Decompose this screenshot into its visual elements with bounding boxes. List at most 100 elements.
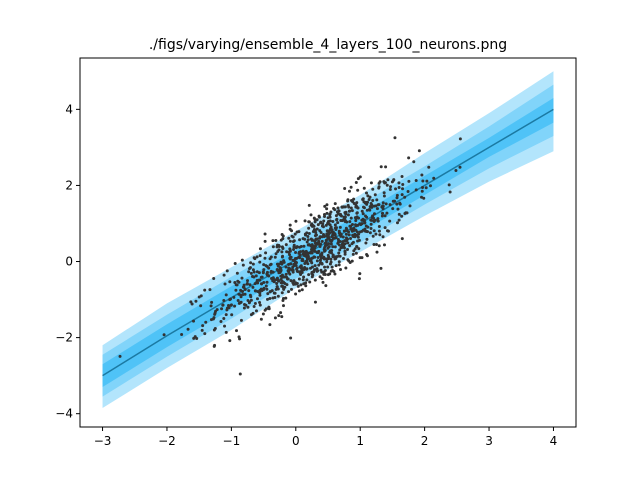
data-point: [364, 224, 368, 228]
data-point: [302, 275, 306, 279]
data-point: [265, 287, 269, 291]
data-point: [356, 188, 360, 192]
data-point: [355, 211, 359, 215]
data-point: [277, 271, 281, 275]
data-point: [323, 248, 327, 252]
data-point: [271, 245, 275, 249]
data-point: [303, 232, 307, 236]
data-point: [246, 305, 250, 309]
data-point: [336, 238, 340, 242]
data-point: [330, 230, 334, 234]
data-point: [341, 235, 345, 239]
data-point: [354, 205, 358, 209]
data-point: [290, 268, 294, 272]
data-point: [349, 185, 353, 189]
data-point: [307, 220, 311, 224]
data-point: [295, 230, 299, 234]
axes-frame: [79, 57, 577, 428]
data-point: [400, 193, 404, 197]
data-point: [307, 203, 311, 207]
chart-title: ./figs/varying/ensemble_4_layers_100_neu…: [149, 37, 507, 53]
data-point: [356, 235, 360, 239]
data-point: [294, 292, 298, 296]
data-point: [349, 236, 353, 240]
x-tick-label: 0: [292, 434, 300, 448]
data-point: [239, 318, 243, 322]
data-point: [362, 186, 366, 190]
data-point: [222, 273, 226, 277]
data-point: [347, 230, 351, 234]
data-point: [395, 196, 399, 200]
data-point: [236, 299, 240, 303]
x-tick-label: 1: [356, 434, 364, 448]
data-point: [284, 296, 288, 300]
data-point: [458, 165, 462, 169]
data-point: [307, 273, 311, 277]
data-point: [259, 317, 263, 321]
data-point: [397, 181, 401, 185]
data-point: [326, 273, 330, 277]
data-point: [375, 198, 379, 202]
data-point: [330, 235, 334, 239]
data-point: [290, 287, 293, 291]
data-point: [315, 259, 319, 263]
data-point: [332, 270, 336, 274]
data-point: [288, 239, 292, 243]
data-point: [313, 255, 317, 259]
y-axis: −4 −2 0 2 4: [55, 102, 80, 421]
data-point: [260, 275, 264, 279]
data-point: [420, 173, 424, 177]
data-point: [376, 203, 380, 207]
data-point: [375, 250, 379, 254]
data-point: [204, 320, 208, 324]
data-point: [288, 223, 292, 227]
data-point: [313, 239, 317, 243]
data-point: [395, 193, 399, 197]
data-point: [309, 266, 313, 270]
data-point: [243, 288, 247, 292]
data-point: [395, 202, 399, 206]
data-point: [118, 354, 122, 358]
data-point: [329, 257, 333, 261]
data-point: [281, 281, 285, 285]
data-point: [260, 289, 264, 293]
data-point: [377, 229, 381, 233]
data-point: [365, 208, 369, 212]
data-point: [296, 284, 300, 288]
data-point: [358, 222, 362, 226]
data-point: [281, 234, 285, 238]
data-point: [382, 191, 386, 195]
data-point: [232, 295, 236, 299]
data-point: [307, 232, 311, 236]
data-point: [344, 232, 348, 236]
data-point: [258, 247, 262, 251]
data-point: [372, 242, 376, 246]
data-point: [337, 263, 341, 267]
data-point: [280, 250, 284, 254]
data-point: [382, 243, 386, 247]
data-point: [365, 253, 369, 256]
data-point: [363, 227, 367, 231]
data-point: [334, 214, 338, 218]
data-point: [372, 220, 376, 224]
data-point: [313, 264, 317, 268]
data-point: [381, 201, 385, 205]
data-point: [195, 337, 199, 341]
data-point: [325, 229, 329, 233]
data-point: [343, 186, 347, 190]
data-point: [238, 372, 242, 376]
data-point: [292, 263, 296, 267]
data-point: [310, 238, 314, 242]
data-point: [342, 246, 346, 250]
data-point: [322, 272, 326, 276]
data-point: [287, 263, 291, 266]
data-point: [237, 292, 241, 296]
data-point: [317, 263, 321, 267]
data-point: [323, 269, 327, 273]
data-point: [186, 327, 190, 331]
data-point: [335, 218, 339, 222]
data-point: [388, 203, 392, 207]
data-point: [330, 228, 334, 232]
data-point: [310, 251, 314, 255]
data-point: [401, 183, 405, 187]
